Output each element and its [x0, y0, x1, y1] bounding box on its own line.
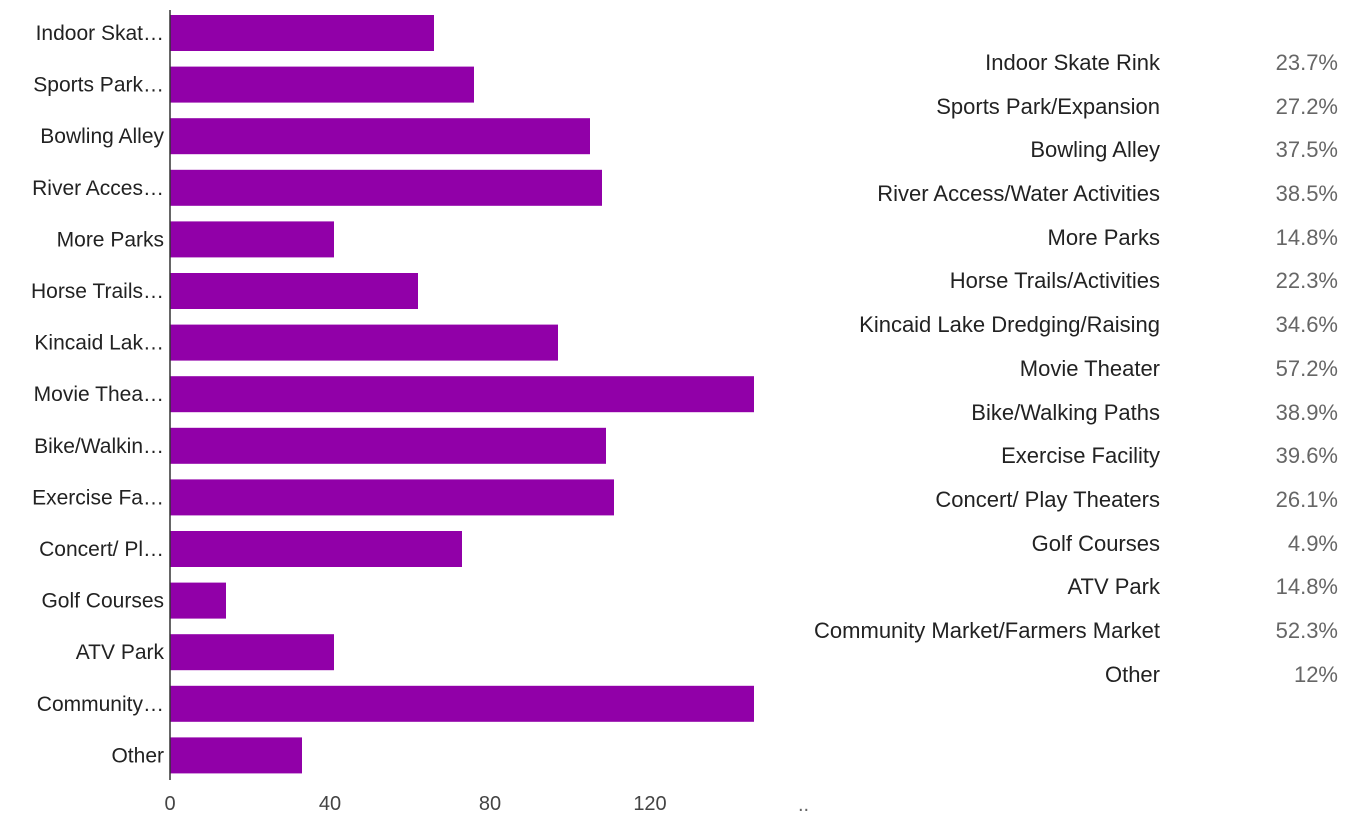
- legend-row: Bowling Alley 37.5%: [760, 129, 1340, 173]
- category-label: More Parks: [57, 228, 164, 251]
- bar: [170, 479, 614, 516]
- legend-label: Community Market/Farmers Market: [814, 617, 1160, 643]
- legend-percent: 27.2%: [1275, 93, 1338, 119]
- legend-label: Movie Theater: [1019, 355, 1160, 381]
- category-label: Kincaid Lak…: [34, 332, 164, 355]
- category-labels: Indoor Skat… Sports Park… Bowling Alley Riv…: [31, 22, 165, 767]
- bar: [170, 582, 226, 619]
- legend-row: River Access/Water Activities 38.5%: [760, 173, 1340, 217]
- x-tick-labels: 0 40 80 120: [164, 793, 666, 815]
- bar: [170, 118, 590, 155]
- legend-label: Other: [1104, 661, 1160, 687]
- legend-label: Kincaid Lake Dredging/Raising: [859, 312, 1160, 338]
- category-label: Community…: [37, 693, 164, 716]
- legend-label: Bowling Alley: [1030, 137, 1160, 163]
- legend-row: Horse Trails/Activities 22.3%: [760, 260, 1340, 304]
- legend-label: More Parks: [1047, 224, 1160, 250]
- legend-row: Movie Theater 57.2%: [760, 348, 1340, 392]
- stray-mark: ..: [798, 794, 810, 816]
- legend-percent: 38.5%: [1275, 181, 1338, 207]
- category-label: ATV Park: [76, 641, 165, 664]
- legend-label: Sports Park/Expansion: [936, 93, 1160, 119]
- bar: [170, 737, 302, 774]
- legend-label: Bike/Walking Paths: [971, 399, 1160, 425]
- bar: [170, 66, 474, 103]
- legend-row: Bike/Walking Paths 38.9%: [760, 392, 1340, 436]
- category-label: Bowling Alley: [40, 125, 164, 148]
- legend-label: ATV Park: [1067, 574, 1160, 600]
- legend-percent: 38.9%: [1275, 399, 1338, 425]
- legend-percent: 39.6%: [1275, 443, 1338, 469]
- bar: [170, 169, 602, 206]
- category-label: Horse Trails…: [31, 280, 164, 303]
- bar: [170, 376, 754, 413]
- category-label: River Acces…: [32, 177, 164, 200]
- legend-percent: 4.9%: [1287, 530, 1338, 556]
- bar: [170, 15, 434, 51]
- bar: [170, 273, 418, 309]
- bar: [170, 427, 606, 464]
- legend-label: Golf Courses: [1031, 530, 1160, 556]
- x-tick-label: 40: [319, 793, 341, 815]
- bar: [170, 531, 462, 567]
- legend-percent: 52.3%: [1275, 617, 1338, 643]
- legend-row: Community Market/Farmers Market 52.3%: [760, 610, 1340, 654]
- legend-percent: 23.7%: [1275, 50, 1338, 75]
- legend-row: Sports Park/Expansion 27.2%: [760, 86, 1340, 130]
- x-tick-label: 80: [479, 793, 501, 815]
- legend-label: Horse Trails/Activities: [949, 268, 1160, 294]
- legend-row: Concert/ Play Theaters 26.1%: [760, 479, 1340, 523]
- bars: [170, 15, 754, 774]
- legend-label: Concert/ Play Theaters: [935, 486, 1160, 512]
- legend-percent: 57.2%: [1275, 355, 1338, 381]
- bar: [170, 324, 558, 361]
- legend-row: More Parks 14.8%: [760, 217, 1340, 261]
- legend-row: Other 12%: [760, 654, 1340, 698]
- category-label: Exercise Fa…: [32, 486, 164, 509]
- category-label: Sports Park…: [33, 74, 164, 97]
- legend-percent: 12%: [1293, 661, 1338, 687]
- category-label: Indoor Skat…: [36, 22, 164, 45]
- legend-row: ATV Park 14.8%: [760, 566, 1340, 610]
- x-tick-label: 0: [164, 793, 175, 815]
- legend-label: River Access/Water Activities: [877, 181, 1160, 207]
- legend-row: Exercise Facility 39.6%: [760, 435, 1340, 479]
- legend-percent: 14.8%: [1275, 224, 1338, 250]
- category-label: Other: [111, 744, 164, 767]
- bar: [170, 685, 754, 722]
- bar: [170, 221, 334, 258]
- category-label: Concert/ Pl…: [39, 538, 164, 561]
- bar: [170, 634, 334, 671]
- category-label: Bike/Walkin…: [34, 435, 164, 458]
- legend-row: Indoor Skate Rink 23.7%: [760, 42, 1340, 86]
- legend-percent: 34.6%: [1275, 312, 1338, 338]
- legend-percent: 37.5%: [1275, 137, 1338, 163]
- legend-percent: 22.3%: [1275, 268, 1338, 294]
- legend-percent: 26.1%: [1275, 486, 1338, 512]
- legend-row: Golf Courses 4.9%: [760, 523, 1340, 567]
- legend-row: Kincaid Lake Dredging/Raising 34.6%: [760, 304, 1340, 348]
- category-label: Movie Thea…: [34, 383, 164, 406]
- legend-label: Indoor Skate Rink: [985, 50, 1160, 75]
- legend-percent: 14.8%: [1275, 574, 1338, 600]
- bar-chart: Indoor Skat… Sports Park… Bowling Alley Riv…: [31, 10, 754, 815]
- category-label: Golf Courses: [41, 590, 164, 613]
- legend-label: Exercise Facility: [1001, 443, 1160, 469]
- legend: Indoor Skate Rink 23.7% Sports Park/Expans…: [760, 42, 1340, 697]
- x-tick-label: 120: [633, 793, 666, 815]
